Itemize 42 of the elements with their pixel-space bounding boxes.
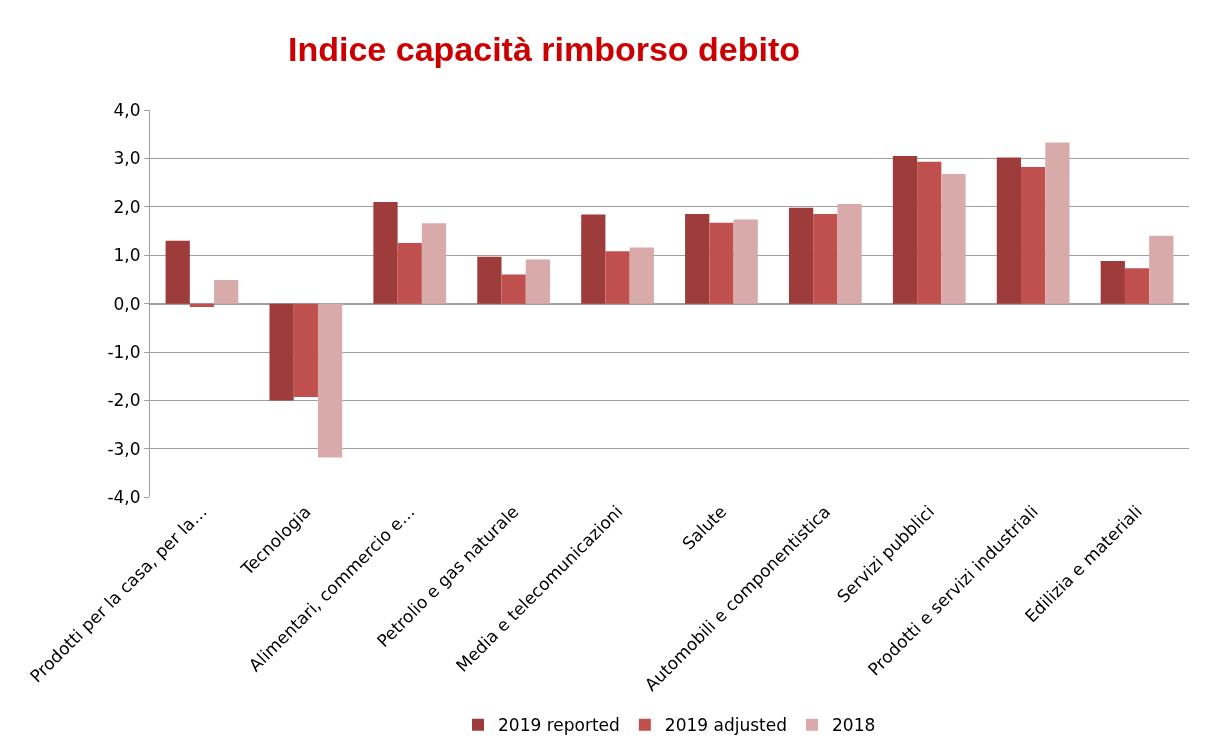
legend-label: 2018 (832, 715, 876, 736)
bar (837, 203, 862, 304)
y-tick-label: -3,0 (107, 438, 141, 459)
bar (477, 256, 502, 304)
bar (1045, 142, 1070, 304)
legend-label: 2019 adjusted (664, 715, 787, 736)
bar (685, 214, 710, 304)
bar (501, 274, 526, 304)
bar (709, 222, 734, 304)
bar (373, 201, 398, 304)
bar (1124, 268, 1150, 304)
bar (917, 161, 942, 304)
y-tick-label: 1,0 (113, 245, 141, 266)
bar (421, 223, 447, 304)
y-tick-label: 3,0 (113, 148, 141, 169)
bar (1100, 261, 1125, 304)
y-tick-label: -2,0 (107, 390, 141, 411)
bar (941, 173, 966, 304)
bar (293, 303, 318, 398)
bar (892, 155, 918, 304)
bar (269, 303, 294, 401)
bar (317, 303, 343, 458)
bar (165, 240, 190, 304)
bar (581, 214, 606, 304)
bar (1149, 235, 1174, 304)
y-tick-label: -4,0 (107, 487, 141, 508)
legend-label: 2019 reported (498, 715, 620, 736)
bar (813, 214, 838, 304)
y-tick-label: 0,0 (113, 293, 141, 314)
bar (605, 251, 630, 304)
bar (525, 259, 551, 304)
bar (996, 157, 1022, 304)
bar (733, 219, 758, 304)
bar (629, 247, 654, 304)
y-tick-label: -1,0 (107, 341, 141, 362)
chart-title: Indice capacità rimborso debito (288, 30, 801, 69)
bar (397, 243, 422, 304)
bar (214, 279, 239, 304)
bar (1021, 167, 1046, 304)
y-tick-label: 4,0 (113, 99, 141, 120)
bar (788, 207, 814, 304)
y-tick-label: 2,0 (113, 196, 141, 217)
